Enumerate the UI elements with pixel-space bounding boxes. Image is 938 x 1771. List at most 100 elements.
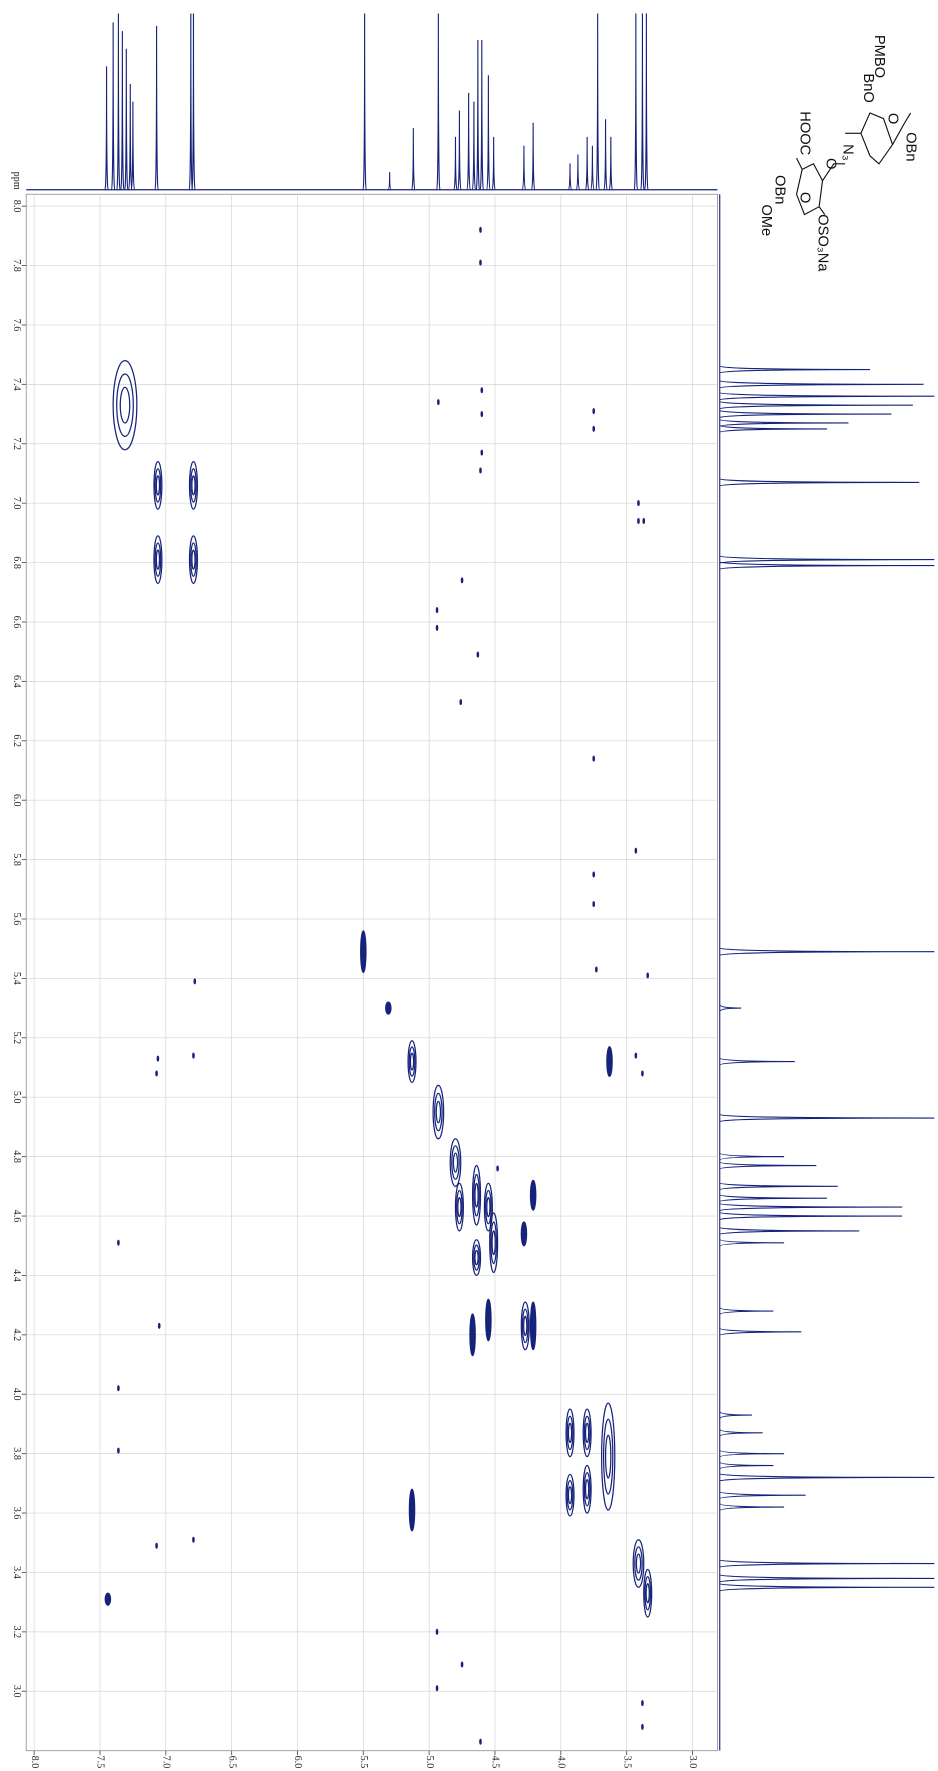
- structure-label: O: [797, 192, 813, 203]
- contour-ring: [476, 651, 480, 658]
- cross-peak: [489, 1212, 499, 1274]
- cross-peak: [582, 1408, 592, 1458]
- spectrum-peak: [387, 172, 392, 191]
- y-tick-label: 7.0: [11, 497, 22, 510]
- spectrum-peak: [719, 1211, 903, 1221]
- contour-ring: [483, 1182, 493, 1232]
- contour-ring: [155, 1070, 158, 1077]
- contour-ring: [567, 1486, 573, 1505]
- y-tick-label: 5.6: [11, 913, 22, 926]
- y-tick-label: 4.6: [11, 1210, 22, 1223]
- spectrum-peak: [116, 13, 121, 191]
- cross-peak: [155, 1070, 158, 1077]
- spectrum-peak: [719, 1502, 785, 1512]
- cross-peak: [407, 1040, 417, 1083]
- contour-ring: [604, 1434, 612, 1479]
- contour-ring: [191, 549, 196, 570]
- contour-ring: [188, 460, 199, 510]
- contour-ring: [460, 1661, 464, 1668]
- contour-ring: [486, 1196, 491, 1218]
- structure-label: N₃: [839, 144, 855, 161]
- contour-ring: [480, 387, 484, 394]
- cross-peak: [582, 1464, 592, 1514]
- contour-ring: [485, 1189, 492, 1225]
- spectrum-peak: [466, 92, 471, 191]
- cross-peak: [529, 1301, 537, 1351]
- contour-ring: [155, 1542, 158, 1549]
- spectrum-peak: [154, 25, 159, 191]
- spectrum-peak: [188, 13, 193, 191]
- cross-peak: [641, 1700, 644, 1707]
- cross-peak: [449, 1138, 462, 1187]
- contour-ring: [117, 1447, 120, 1454]
- contour-ring: [634, 847, 638, 854]
- cross-peak: [460, 1661, 464, 1668]
- spectrum-peak: [719, 1327, 802, 1336]
- cross-peak: [188, 460, 199, 510]
- spectrum-peak: [130, 101, 136, 191]
- cross-peak: [600, 1402, 616, 1511]
- contour-ring: [119, 386, 131, 424]
- cross-peak: [632, 1539, 645, 1588]
- x-tick-label: 8.0: [29, 1756, 40, 1769]
- contour-ring: [474, 1182, 479, 1208]
- y-tick-label: 5.0: [11, 1091, 22, 1104]
- cross-peak: [565, 1473, 575, 1517]
- cross-peak: [156, 1055, 160, 1062]
- cross-peak: [437, 399, 440, 406]
- contour-ring: [641, 1070, 644, 1077]
- spectrum-peak: [719, 1182, 838, 1191]
- contour-ring: [634, 1546, 643, 1581]
- spectrum-peak: [128, 84, 133, 191]
- spectrum-peak: [590, 145, 595, 191]
- cross-peak: [479, 226, 482, 233]
- spectrum-peak: [719, 1202, 903, 1212]
- cross-peak: [153, 460, 163, 510]
- cross-peak: [459, 699, 463, 706]
- contour-ring: [407, 1040, 417, 1083]
- spectrum-peak: [719, 392, 935, 401]
- spectrum-peak: [719, 1411, 752, 1419]
- spectrum-peak: [640, 13, 645, 191]
- spectrum-peak: [719, 380, 924, 389]
- plot-frame: [25, 193, 718, 1752]
- cross-peak: [188, 535, 199, 584]
- contour-ring: [491, 1230, 496, 1256]
- contour-ring: [153, 535, 163, 584]
- cross-peak: [643, 1568, 653, 1618]
- cross-peak: [155, 1542, 158, 1549]
- contour-ring: [409, 1052, 415, 1071]
- spectrum-peak: [362, 13, 367, 191]
- structure-label: OBn: [903, 132, 919, 161]
- spectrum-peak: [453, 136, 458, 191]
- spectrum-peak: [719, 409, 892, 419]
- spectrum-peak: [719, 1161, 817, 1170]
- contour-ring: [190, 468, 197, 503]
- contour-ring: [479, 1738, 482, 1745]
- contour-ring: [592, 425, 596, 432]
- cross-peak: [192, 1536, 195, 1543]
- spectrum-peak: [191, 13, 196, 191]
- y-tick-label: 7.8: [11, 259, 22, 272]
- spectrum-peak: [584, 136, 590, 191]
- spectrum-peak: [603, 119, 608, 191]
- spectrum-peak: [719, 1473, 935, 1482]
- contour-ring: [479, 467, 482, 474]
- contour-ring: [641, 1700, 644, 1707]
- contour-ring: [566, 1415, 574, 1451]
- spectrum-peak: [719, 1057, 795, 1066]
- contour-ring: [459, 699, 463, 706]
- contour-ring: [606, 1046, 613, 1078]
- x-tick-label: 4.5: [490, 1756, 501, 1769]
- spectrum-peak: [436, 13, 441, 191]
- cross-peak: [471, 1164, 482, 1226]
- spectrum-peak: [719, 947, 935, 956]
- contour-ring: [529, 1179, 537, 1211]
- y-tick-label: 3.0: [11, 1685, 22, 1698]
- contour-ring: [592, 871, 596, 878]
- spectrum-peak: [531, 122, 536, 191]
- contour-ring: [156, 1055, 160, 1062]
- spectrum-peak: [719, 478, 920, 487]
- spectrum-peak: [124, 48, 129, 191]
- contour-ring: [592, 755, 596, 762]
